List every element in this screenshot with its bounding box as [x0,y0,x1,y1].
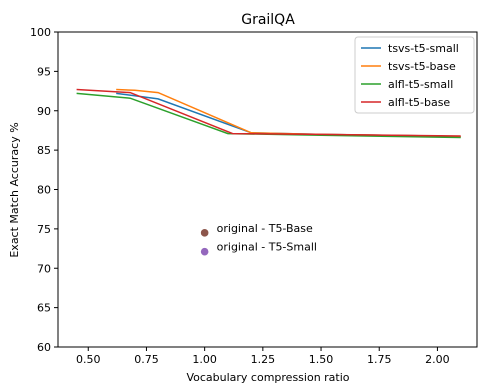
y-tick-label: 75 [37,223,51,236]
series-lines [76,88,461,139]
y-axis-label: Exact Match Accuracy % [8,122,21,257]
y-tick-label: 70 [37,262,51,275]
y-tick-label: 60 [37,341,51,354]
x-tick-label: 1.75 [367,353,392,366]
legend: tsvs-t5-small tsvs-t5-base alfl-t5-small al… [354,36,475,114]
legend-entry: tsvs-t5-base [388,60,456,73]
legend-entry: tsvs-t5-small [388,42,459,55]
chart-title: GrailQA [241,12,295,28]
y-tick-label: 65 [37,302,51,315]
series-line-alfl-t5-small [76,92,461,139]
x-tick-label: 1.25 [251,353,276,366]
legend-entry: alfl-t5-base [388,96,450,109]
x-axis-ticks: 0.50 0.75 1.00 1.25 1.50 1.75 2.00 [76,347,450,366]
legend-entry: alfl-t5-small [388,78,453,91]
y-axis-ticks: 60 65 70 75 80 85 90 95 100 [30,26,58,354]
annotation-label: original - T5-Base [217,222,313,235]
y-tick-label: 95 [37,65,51,78]
x-tick-label: 0.75 [134,353,159,366]
series-line-alfl-t5-base [76,88,461,137]
x-tick-label: 0.50 [76,353,101,366]
legend-box [354,36,475,114]
x-tick-label: 1.00 [192,353,217,366]
annotation-marker [200,229,209,237]
y-tick-label: 100 [30,26,51,39]
x-axis-label: Vocabulary compression ratio [186,371,349,383]
annotation-label: original - T5-Small [217,241,317,254]
y-tick-label: 85 [37,144,51,157]
x-tick-label: 1.50 [309,353,334,366]
y-tick-label: 90 [37,105,51,118]
annotation-points: original - T5-Base original - T5-Small [200,222,317,256]
y-tick-label: 80 [37,184,51,197]
x-tick-label: 2.00 [425,353,450,366]
annotation-marker [200,247,209,256]
